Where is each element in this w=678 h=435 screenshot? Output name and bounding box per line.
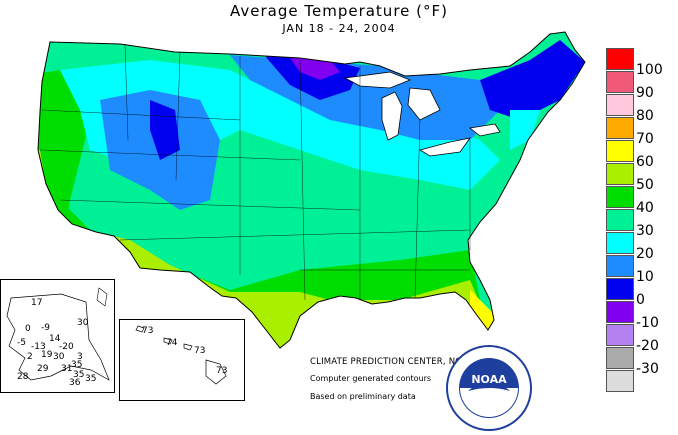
legend-swatch: [606, 163, 634, 185]
legend-item: -20: [606, 324, 678, 354]
alaska-value: 2: [27, 352, 33, 362]
legend-label: -30: [636, 361, 659, 377]
legend-label: -10: [636, 315, 659, 331]
hawaii-value: 73: [142, 326, 154, 336]
map-title: Average Temperature (°F): [230, 2, 448, 20]
legend-swatch: [606, 48, 634, 70]
credit-data-note: Based on preliminary data: [310, 392, 416, 401]
legend-item: 30: [606, 209, 678, 239]
legend-swatch: [606, 117, 634, 139]
legend-label: -20: [636, 338, 659, 354]
alaska-value: 31: [61, 364, 73, 374]
legend-item: 0: [606, 278, 678, 308]
legend-item: 70: [606, 117, 678, 147]
great-lakes: [343, 71, 501, 157]
alaska-value: 35: [71, 360, 83, 370]
legend-swatch: [606, 140, 634, 162]
legend-item: 90: [606, 71, 678, 101]
legend-swatch: [606, 278, 634, 300]
legend-swatch: [606, 370, 634, 392]
alaska-value: 14: [49, 334, 61, 344]
legend-item: 20: [606, 232, 678, 262]
legend-swatch: [606, 71, 634, 93]
legend-swatch: [606, 347, 634, 369]
hawaii-outline: [135, 325, 227, 385]
legend-swatch: [606, 324, 634, 346]
legend-label: 0: [636, 292, 645, 308]
legend-swatch: [606, 186, 634, 208]
alaska-value: 36: [69, 378, 81, 388]
alaska-value: 35: [85, 374, 97, 384]
legend-label: 40: [636, 200, 654, 216]
legend-item: -30: [606, 347, 678, 377]
hawaii-value: 73: [216, 366, 228, 376]
legend-item: [606, 370, 678, 393]
alaska-inset: 17 30 -9 0 14 -5 -20 -13 2 19 30 3 29 35…: [0, 279, 115, 393]
legend-label: 60: [636, 154, 654, 170]
alaska-value: 17: [31, 298, 43, 308]
alaska-value: 19: [41, 350, 53, 360]
alaska-value: 0: [25, 324, 31, 334]
noaa-logo: NOAA: [446, 345, 532, 431]
legend-label: 50: [636, 177, 654, 193]
legend-item: 100: [606, 48, 678, 78]
legend-label: 10: [636, 269, 654, 285]
credit-agency: CLIMATE PREDICTION CENTER, NOAA: [310, 357, 475, 367]
noaa-logo-text: NOAA: [471, 373, 507, 386]
alaska-outline: [6, 287, 110, 381]
legend-item: 40: [606, 186, 678, 216]
alaska-value: 35: [73, 370, 85, 380]
temperature-legend: 100 90 80 70 60 50 40 30 20 10 0 -10 -20…: [606, 48, 678, 393]
legend-swatch: [606, 255, 634, 277]
legend-item: 60: [606, 140, 678, 170]
legend-swatch: [606, 232, 634, 254]
legend-label: 100: [636, 62, 663, 78]
legend-label: 20: [636, 246, 654, 262]
legend-item: 10: [606, 255, 678, 285]
alaska-value: -13: [31, 342, 46, 352]
legend-label: 80: [636, 108, 654, 124]
alaska-value: 28: [17, 372, 29, 382]
legend-label: 30: [636, 223, 654, 239]
hawaii-value: 73: [194, 346, 206, 356]
hawaii-value: 74: [166, 338, 178, 348]
legend-label: 90: [636, 85, 654, 101]
alaska-value: 30: [77, 318, 89, 328]
alaska-value: -20: [59, 342, 74, 352]
alaska-value: -9: [41, 323, 50, 333]
alaska-value: 3: [77, 352, 83, 362]
state-borders: [39, 43, 471, 301]
alaska-value: 30: [53, 352, 65, 362]
alaska-value: -5: [17, 338, 26, 348]
alaska-value: 29: [37, 364, 49, 374]
date-range: JAN 18 - 24, 2004: [282, 22, 396, 35]
legend-label: 70: [636, 131, 654, 147]
legend-swatch: [606, 94, 634, 116]
legend-item: -10: [606, 301, 678, 331]
hawaii-inset: 73 74 73 73: [119, 319, 245, 401]
legend-item: 80: [606, 94, 678, 124]
credit-method: Computer generated contours: [310, 374, 432, 383]
legend-swatch: [606, 301, 634, 323]
legend-swatch: [606, 209, 634, 231]
legend-item: 50: [606, 163, 678, 193]
